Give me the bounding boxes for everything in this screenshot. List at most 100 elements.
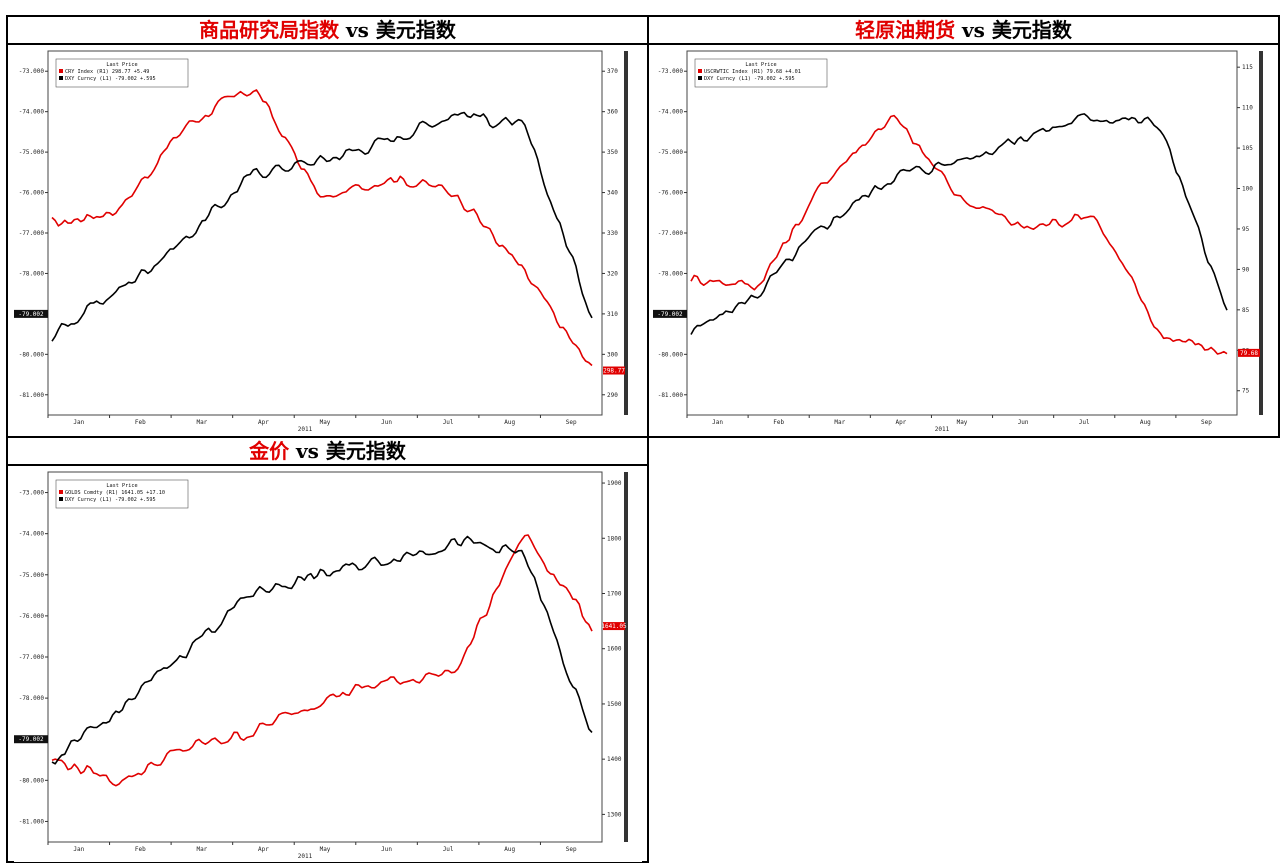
chart-oil-vs-dxy: -73.000 -74.000 -75.000 -76.000 -77.000 -78.0… [653, 47, 1277, 435]
x-tick-label: Feb [135, 846, 146, 853]
right-tick: 75 [1237, 388, 1250, 395]
right-tick-label: 1800 [607, 535, 622, 542]
legend-swatch [59, 76, 63, 80]
left-tick: -78.000 [658, 270, 687, 277]
legend-entry: GOLDS Comdty (R1) 1641.05 +17.10 [65, 490, 165, 496]
left-tick: -80.000 [19, 777, 48, 784]
right-tick-label: 330 [607, 230, 618, 237]
plot-frame [47, 471, 603, 843]
svg-text:298.77: 298.77 [603, 368, 625, 375]
left-tick: -73.000 [19, 490, 48, 497]
left-tick: -78.000 [19, 695, 48, 702]
svg-text:-79.002: -79.002 [18, 736, 44, 743]
left-tick: -77.000 [19, 230, 48, 237]
left-tick: -81.000 [19, 392, 48, 399]
left-tick-label: -80.000 [658, 351, 684, 358]
left-tick-label: -77.000 [19, 654, 45, 661]
legend-heading: Last Price [106, 483, 137, 489]
scrollbar[interactable] [1259, 51, 1263, 415]
legend-entry: USCRWTIC Index (R1) 79.68 +4.01 [704, 69, 801, 75]
x-tick-label: May [320, 846, 331, 853]
left-tick: -74.000 [19, 531, 48, 538]
panel-gold-dxy: 金价 vs 美元指数 -73.000 -74.000 -75.000 -76.000-… [6, 436, 649, 863]
right-tick: 100 [1237, 186, 1253, 193]
right-tick: 1700 [602, 590, 622, 597]
x-tick-label: Jun [381, 846, 392, 853]
chart-area: -73.000 -74.000 -75.000 -76.000 -77.000 -78.0… [653, 47, 1277, 435]
right-tick-label: 370 [607, 68, 618, 75]
scrollbar[interactable] [624, 472, 628, 842]
left-tick-label: -77.000 [658, 230, 684, 237]
panel-cry-dxy: 商品研究局指数 vs 美元指数 -73.000 -74.000 -75.000 -76… [6, 15, 649, 438]
left-tick: -80.000 [658, 351, 687, 358]
x-tick-label: Sep [566, 846, 577, 853]
left-tick: -74.000 [658, 109, 687, 116]
left-tick: -73.000 [658, 68, 687, 75]
panel-title: 商品研究局指数 vs 美元指数 [8, 17, 647, 45]
legend-entry: DXY Curncy (L1) -79.002 +.595 [65, 76, 156, 82]
legend-heading: Last Price [745, 62, 776, 68]
left-tick-label: -76.000 [19, 613, 45, 620]
x-tick-label: May [320, 419, 331, 426]
panel-oil-dxy: 轻原油期货 vs 美元指数 -73.000 -74.000 -75.000 -76.0… [647, 15, 1280, 438]
right-tick-label: 1900 [607, 480, 622, 487]
left-tick: -73.000 [19, 68, 48, 75]
scrollbar[interactable] [624, 51, 628, 415]
right-tick: 370 [602, 68, 618, 75]
right-tick-label: 310 [607, 311, 618, 318]
year-label: 2011 [298, 853, 313, 860]
x-tick-label: Sep [566, 419, 577, 426]
right-tick-label: 360 [607, 109, 618, 116]
right-tick: 1800 [602, 535, 622, 542]
x-tick-label: Aug [504, 419, 515, 426]
right-tick-label: 340 [607, 190, 618, 197]
left-tick: -76.000 [658, 190, 687, 197]
right-tick-label: 290 [607, 392, 618, 399]
x-tick-label: Mar [196, 846, 207, 853]
right-tick-label: 110 [1242, 105, 1253, 112]
right-tick-label: 1700 [607, 590, 622, 597]
x-tick-label: Feb [773, 419, 784, 426]
left-tick: -77.000 [19, 654, 48, 661]
chart-area: -73.000 -74.000 -75.000 -76.000 -77.000 -78.0… [14, 468, 642, 862]
right-tick: 105 [1237, 145, 1253, 152]
left-tick-label: -78.000 [19, 695, 45, 702]
x-tick-label: Jun [381, 419, 392, 426]
left-tick-label: -74.000 [19, 531, 45, 538]
left-tick-label: -74.000 [658, 109, 684, 116]
left-tick-label: -75.000 [658, 149, 684, 156]
right-tick: 1900 [602, 480, 622, 487]
x-tick-label: Apr [895, 419, 906, 426]
chart-area: -73.000 -74.000 -75.000 -76.000 -77.000 -78.0… [14, 47, 642, 435]
plot-frame [686, 50, 1238, 416]
right-tick: 340 [602, 190, 618, 197]
legend-entry: CRY Index (R1) 298.77 +5.49 [65, 69, 149, 75]
left-tick-label: -76.000 [19, 190, 45, 197]
left-tick: -81.000 [658, 392, 687, 399]
panel-title: 金价 vs 美元指数 [8, 438, 647, 466]
legend-swatch [698, 76, 702, 80]
left-tick: -75.000 [19, 149, 48, 156]
left-value-badge: -79.002 [653, 309, 687, 318]
right-tick-label: 300 [607, 351, 618, 358]
left-tick-label: -81.000 [19, 818, 45, 825]
x-tick-label: Apr [258, 846, 269, 853]
legend-entry: DXY Curncy (L1) -79.002 +.595 [704, 76, 795, 82]
left-tick-label: -75.000 [19, 149, 45, 156]
right-tick: 320 [602, 270, 618, 277]
right-tick: 360 [602, 109, 618, 116]
right-tick-label: 100 [1242, 186, 1253, 193]
x-tick-label: Sep [1201, 419, 1212, 426]
left-tick: -75.000 [658, 149, 687, 156]
year-label: 2011 [298, 426, 313, 433]
right-tick-label: 90 [1242, 266, 1250, 273]
right-tick-label: 85 [1242, 307, 1250, 314]
left-tick-label: -78.000 [658, 270, 684, 277]
series-line-dxy [51, 111, 593, 342]
right-tick: 1600 [602, 646, 622, 653]
series-line-dxy [690, 113, 1228, 335]
left-tick-label: -73.000 [19, 68, 45, 75]
